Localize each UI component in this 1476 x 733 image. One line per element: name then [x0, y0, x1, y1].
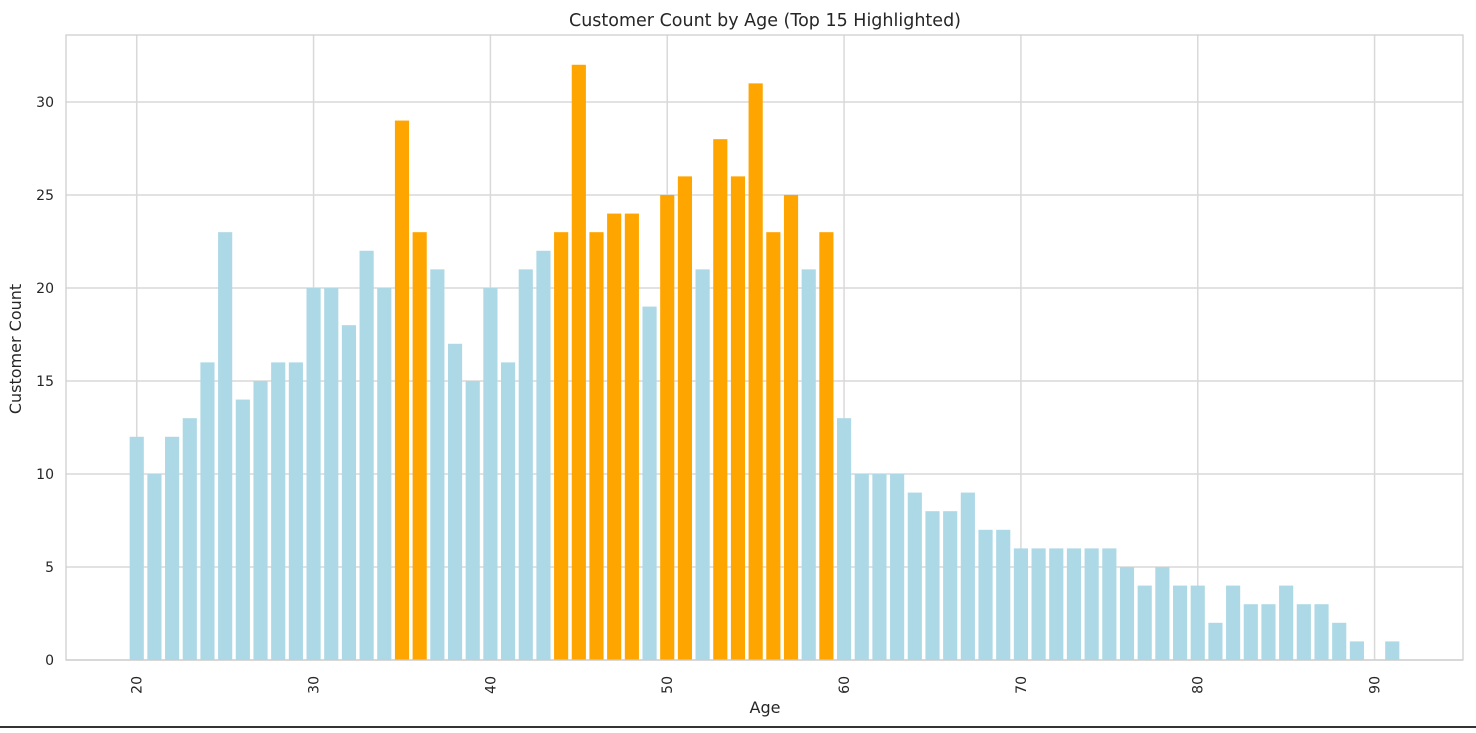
bar	[341, 325, 357, 660]
bar	[324, 287, 339, 660]
bar	[483, 287, 498, 660]
bar	[925, 511, 940, 660]
bar	[1349, 641, 1364, 660]
x-tick-label: 90	[1368, 676, 1384, 694]
bar-highlighted	[677, 176, 692, 660]
bar	[501, 362, 516, 660]
bar	[288, 362, 303, 660]
bar	[447, 343, 463, 660]
bar	[1084, 548, 1099, 660]
bar	[1066, 548, 1082, 660]
bar	[1013, 548, 1028, 660]
x-tick-label: 30	[307, 676, 323, 694]
x-axis-label: Age	[750, 698, 781, 717]
bar	[1119, 566, 1135, 660]
bar	[271, 362, 286, 660]
bar-highlighted	[766, 232, 781, 661]
bar	[960, 492, 975, 660]
bar	[253, 380, 268, 660]
bar	[837, 418, 852, 660]
bar	[200, 362, 215, 660]
bar	[854, 473, 869, 660]
bar	[1296, 604, 1311, 660]
y-tick-label: 30	[36, 95, 54, 111]
chart-title: Customer Count by Age (Top 15 Highlighte…	[569, 11, 961, 31]
bar	[943, 511, 958, 660]
bar	[377, 287, 392, 660]
bar	[695, 269, 710, 660]
bar	[1155, 566, 1170, 660]
bar	[430, 269, 445, 660]
bar	[1314, 604, 1329, 660]
bar-highlighted	[783, 194, 799, 660]
bar	[890, 473, 905, 660]
x-tick-label: 20	[130, 676, 146, 694]
bar	[1385, 641, 1400, 660]
x-tick-label: 80	[1191, 676, 1207, 694]
bar	[1243, 604, 1258, 660]
bar	[1172, 585, 1188, 660]
bar	[147, 473, 162, 660]
bar	[801, 269, 816, 660]
bar-highlighted	[660, 194, 675, 660]
bar	[182, 418, 197, 660]
bar	[518, 269, 533, 660]
bar-highlighted	[819, 232, 834, 661]
bar	[642, 306, 657, 660]
bar-highlighted	[554, 232, 569, 661]
bar	[1332, 622, 1347, 660]
y-tick-label: 25	[36, 188, 54, 204]
bar	[536, 250, 551, 660]
bar	[1190, 585, 1205, 660]
bar-highlighted	[748, 83, 763, 660]
bar	[907, 492, 922, 660]
y-tick-label: 10	[36, 467, 54, 483]
x-tick-label: 70	[1014, 676, 1030, 694]
bar	[1102, 548, 1117, 660]
bar	[1137, 585, 1152, 660]
bar	[1261, 604, 1276, 660]
bar-highlighted	[624, 213, 639, 661]
x-tick-label: 60	[837, 676, 853, 694]
bar-highlighted	[730, 176, 746, 660]
x-tick-label: 40	[483, 676, 499, 694]
y-axis-label: Customer Count	[6, 284, 25, 414]
y-tick-label: 20	[36, 281, 54, 297]
y-tick-label: 15	[36, 374, 54, 390]
bar	[165, 436, 180, 660]
bar-highlighted	[571, 64, 586, 660]
bar	[996, 529, 1011, 660]
bar	[129, 436, 144, 660]
bars	[129, 64, 1400, 661]
bar	[235, 399, 250, 660]
bar	[978, 529, 993, 660]
y-tick-label: 0	[45, 653, 54, 669]
y-tick-label: 5	[45, 560, 54, 576]
y-tick-labels: 0 5 10 15 20 25 30	[36, 95, 54, 669]
bar-highlighted	[412, 232, 427, 661]
bar	[218, 232, 233, 661]
bottom-border	[0, 726, 1476, 728]
bar	[1049, 548, 1064, 660]
bar	[465, 380, 480, 660]
bar	[1208, 622, 1223, 660]
bar	[1226, 585, 1241, 660]
x-tick-labels: 20 30 40 50 60 70 80 90	[130, 676, 1384, 694]
bar-highlighted	[713, 139, 728, 660]
plot-frame	[65, 34, 1464, 661]
bar	[1279, 585, 1294, 660]
bar	[872, 473, 887, 660]
bar-highlighted	[394, 120, 410, 660]
bar-highlighted	[589, 232, 604, 661]
bar	[1031, 548, 1046, 660]
bar	[359, 250, 374, 660]
bar	[306, 287, 321, 660]
x-tick-label: 50	[660, 676, 676, 694]
bar-highlighted	[607, 213, 622, 661]
